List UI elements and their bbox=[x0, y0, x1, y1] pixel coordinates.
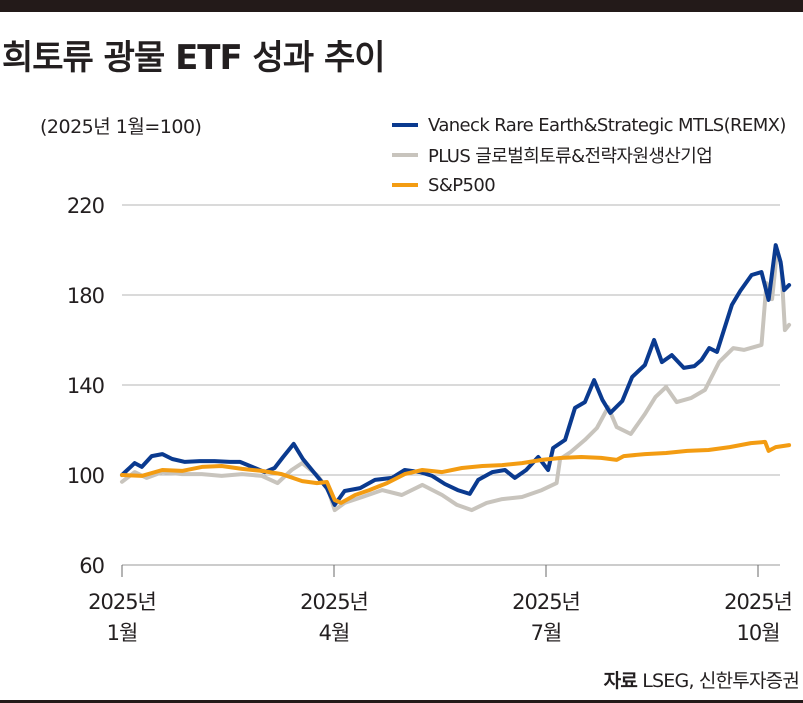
legend-item-remx: Vaneck Rare Earth&Strategic MTLS(REMX) bbox=[392, 110, 786, 140]
x-tick-label-month: 7월 bbox=[531, 621, 562, 645]
legend-swatch-sp500 bbox=[392, 183, 418, 187]
x-tick-label-year: 2025년 bbox=[300, 590, 368, 614]
legend-label-sp500: S&P500 bbox=[428, 174, 496, 196]
x-axis: 2025년 1월 2025년 4월 2025년 7월 2025년 10월 bbox=[88, 564, 793, 645]
gridlines bbox=[122, 204, 780, 476]
top-bar bbox=[0, 0, 803, 12]
y-tick-label: 180 bbox=[67, 284, 104, 308]
series-line-sp500 bbox=[120, 439, 792, 505]
legend-swatch-remx bbox=[392, 123, 418, 127]
y-tick-label: 140 bbox=[67, 374, 104, 398]
legend-swatch-plus bbox=[392, 153, 418, 157]
x-tick-label-year: 2025년 bbox=[88, 590, 156, 614]
source-note: 자료 LSEG, 신한투자증권 bbox=[603, 666, 800, 693]
x-tick-label-month: 10월 bbox=[736, 621, 779, 645]
legend-item-sp500: S&P500 bbox=[392, 170, 786, 200]
unit-note: (2025년 1월=100) bbox=[40, 116, 202, 138]
y-tick-label: 220 bbox=[67, 194, 104, 218]
x-tick-label-month: 1월 bbox=[107, 621, 138, 645]
bottom-bar bbox=[0, 700, 803, 703]
y-axis-ticks: 60 100 140 180 220 bbox=[67, 194, 105, 578]
series-line-plus bbox=[120, 248, 792, 513]
y-tick-label: 60 bbox=[79, 554, 104, 578]
legend-label-remx: Vaneck Rare Earth&Strategic MTLS(REMX) bbox=[428, 114, 786, 136]
chart-title: 희토류 광물 ETF 성과 추이 bbox=[2, 38, 386, 78]
legend-item-plus: PLUS 글로벌희토류&전략자원생산기업 bbox=[392, 140, 786, 170]
legend: Vaneck Rare Earth&Strategic MTLS(REMX) P… bbox=[392, 110, 786, 200]
source-text: LSEG, 신한투자증권 bbox=[642, 670, 800, 692]
series-lines bbox=[120, 243, 792, 513]
x-tick-label-year: 2025년 bbox=[512, 590, 580, 614]
x-tick-label-year: 2025년 bbox=[724, 590, 792, 614]
x-tick-label-month: 4월 bbox=[319, 621, 350, 645]
legend-label-plus: PLUS 글로벌희토류&전략자원생산기업 bbox=[428, 146, 713, 167]
series-line-remx bbox=[120, 243, 792, 507]
y-tick-label: 100 bbox=[67, 464, 104, 488]
source-label: 자료 bbox=[603, 670, 638, 692]
